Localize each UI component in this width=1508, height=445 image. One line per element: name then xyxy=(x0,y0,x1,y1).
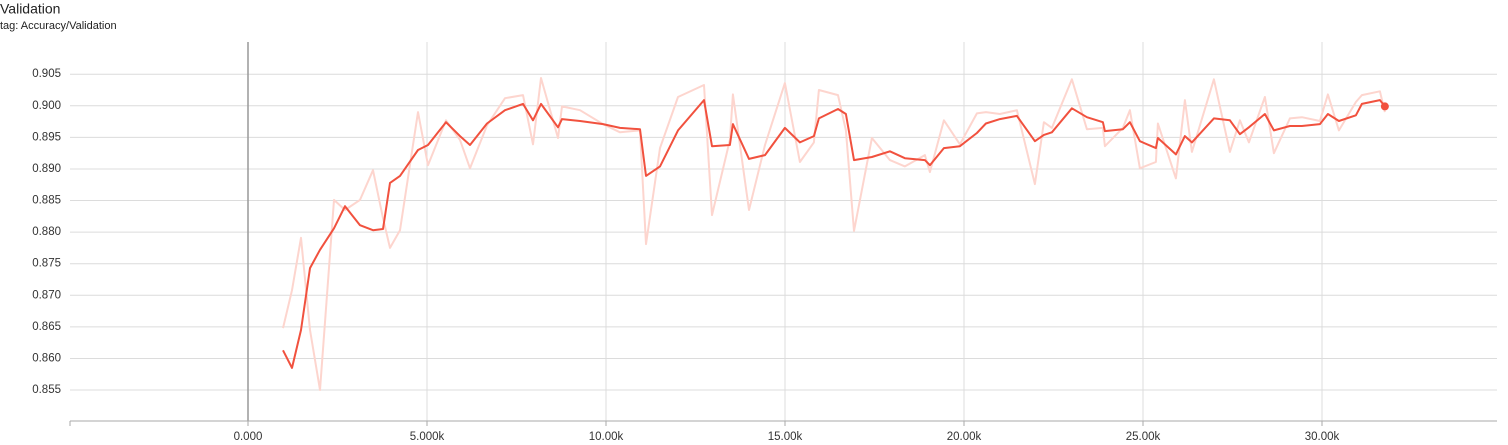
plot-area xyxy=(282,77,1386,391)
y-tick-label: 0.865 xyxy=(32,321,61,333)
series-line xyxy=(282,77,1386,391)
y-tick-label: 0.860 xyxy=(32,352,61,364)
x-tick-label: 25.00k xyxy=(1126,431,1161,443)
x-tick-label: 0.000 xyxy=(234,431,263,443)
y-tick-label: 0.885 xyxy=(32,195,61,207)
x-tick-label: 5.000k xyxy=(410,431,445,443)
y-tick-label: 0.905 xyxy=(32,68,61,80)
x-tick-label: 30.00k xyxy=(1305,431,1340,443)
x-tick-label: 15.00k xyxy=(768,431,803,443)
series-line xyxy=(282,99,1386,369)
y-tick-label: 0.880 xyxy=(32,226,61,238)
y-tick-label: 0.900 xyxy=(32,100,61,112)
chart-subtitle: tag: Accuracy/Validation xyxy=(0,20,117,32)
y-tick-label: 0.855 xyxy=(32,384,61,396)
x-tick-label: 20.00k xyxy=(947,431,982,443)
y-tick-label: 0.870 xyxy=(32,289,61,301)
chart-title: Validation xyxy=(0,1,60,17)
y-tick-label: 0.875 xyxy=(32,258,61,270)
y-tick-label: 0.895 xyxy=(32,131,61,143)
x-tick-label: 10.00k xyxy=(589,431,624,443)
end-marker xyxy=(1380,102,1389,111)
y-tick-label: 0.890 xyxy=(32,163,61,175)
